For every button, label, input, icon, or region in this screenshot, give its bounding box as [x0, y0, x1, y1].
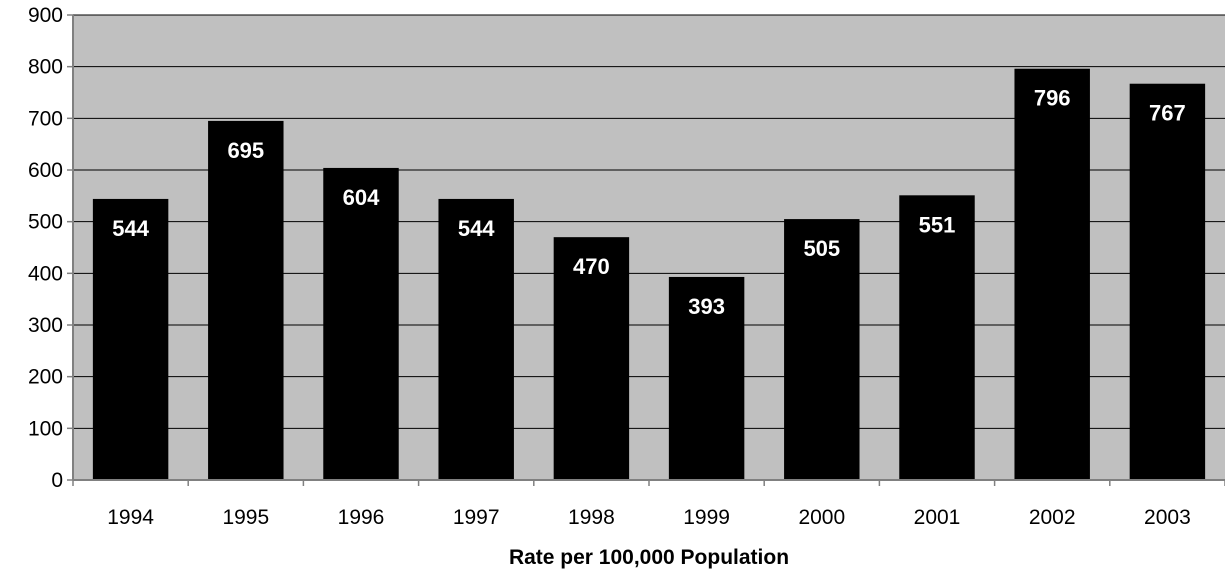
x-tick-label: 1994	[107, 506, 154, 529]
data-labels: 544 695 604 544 470 393 505 551 796 767	[112, 86, 1186, 319]
data-label: 393	[688, 294, 725, 319]
x-tick-label: 2000	[798, 506, 845, 529]
y-tick-label: 600	[28, 159, 63, 182]
x-tick-label: 2001	[914, 506, 961, 529]
y-tick-label: 900	[28, 4, 63, 27]
y-tick-label: 0	[51, 469, 63, 492]
bar	[208, 120, 284, 481]
data-label: 470	[573, 254, 610, 279]
axes	[67, 14, 1225, 486]
x-tick-label: 2003	[1144, 506, 1191, 529]
data-label: 767	[1149, 101, 1186, 126]
bar	[1014, 68, 1090, 480]
data-label: 796	[1034, 86, 1071, 111]
x-tick-label: 2002	[1029, 506, 1076, 529]
x-tick-label: 1999	[683, 506, 730, 529]
data-label: 544	[112, 216, 149, 241]
y-tick-labels: 0 100 200 300 400 500 600 700 800 900	[28, 4, 63, 492]
y-tick-label: 100	[28, 417, 63, 440]
bar	[323, 167, 399, 480]
data-label: 695	[227, 138, 264, 163]
x-tick-label: 1998	[568, 506, 615, 529]
x-axis-title: Rate per 100,000 Population	[509, 546, 789, 569]
y-tick-label: 800	[28, 56, 63, 79]
bar	[1129, 83, 1206, 480]
bar	[553, 237, 630, 480]
data-label: 505	[803, 236, 840, 261]
data-label: 544	[458, 216, 495, 241]
x-tick-label: 1996	[338, 506, 385, 529]
data-label: 604	[343, 185, 380, 210]
x-tick-label: 1997	[453, 506, 500, 529]
x-tick-label: 1995	[222, 506, 269, 529]
y-tick-label: 300	[28, 314, 63, 337]
bar	[438, 198, 514, 480]
bar	[668, 276, 745, 480]
y-tick-label: 500	[28, 211, 63, 234]
y-tick-label: 700	[28, 107, 63, 130]
y-tick-label: 400	[28, 262, 63, 285]
bar	[899, 195, 975, 481]
x-tick-labels: 1994 1995 1996 1997 1998 1999 2000 2001 2002 2003	[107, 506, 1191, 529]
bars	[92, 68, 1206, 481]
y-tick-label: 200	[28, 366, 63, 389]
data-label: 551	[919, 212, 956, 237]
bar	[92, 198, 169, 480]
bar	[784, 219, 860, 481]
